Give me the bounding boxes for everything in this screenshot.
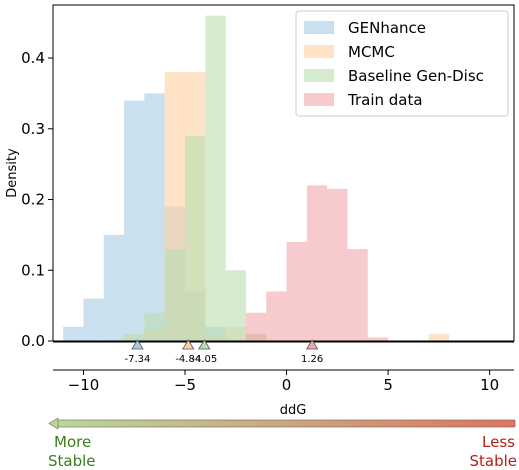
legend-label: MCMC [348, 43, 395, 61]
bar-train-data-0 [245, 312, 267, 341]
y-axis-title: Density [5, 148, 20, 198]
mean-marker-triangle [131, 339, 144, 350]
bar-genhance-2 [103, 234, 125, 341]
y-tick-label: 0.1 [21, 261, 45, 279]
mean-marker-triangle [182, 339, 195, 350]
legend-swatch [304, 45, 334, 58]
bar-baseline-gen-disc-2 [164, 249, 186, 341]
x-axis: −10 −5 0 5 10 [53, 369, 514, 394]
mean-marker-label: -4.84 [175, 354, 201, 365]
bar-baseline-gen-disc-0 [124, 333, 145, 341]
legend-label: Train data [347, 91, 423, 109]
mean-marker-label: -4.05 [191, 354, 217, 365]
bar-train-data-1 [266, 291, 287, 341]
bar-train-data-4 [327, 188, 348, 341]
y-tick-label: 0.2 [21, 191, 45, 209]
x-tick-label: −10 [68, 376, 100, 394]
x-tick-label: −5 [174, 376, 196, 394]
bar-genhance-1 [83, 298, 104, 341]
legend-label: GENhance [348, 19, 426, 37]
bar-genhance-3 [124, 100, 145, 341]
mean-marker-label: -7.34 [125, 354, 151, 365]
bar-baseline-gen-disc-1 [144, 312, 165, 341]
x-axis-title: ddG [280, 403, 307, 418]
mean-marker-label: 1.26 [301, 354, 323, 365]
bar-train-data-6 [367, 337, 389, 341]
less-stable-label-line1: Less [482, 433, 515, 451]
bar-train-data-5 [347, 249, 368, 341]
stability-arrow-head [48, 417, 59, 430]
legend-swatch [304, 93, 334, 106]
stability-arrow [48, 417, 516, 430]
legend-box [295, 10, 509, 117]
mean-markers: -7.34 -4.84-4.05 1.26 [125, 339, 323, 365]
y-tick-label: 0.0 [21, 332, 45, 350]
legend: GENhance MCMC Baseline Gen-Disc Train data [295, 10, 509, 117]
legend-label: Baseline Gen-Disc [348, 67, 484, 85]
x-tick-label: 5 [383, 376, 393, 394]
plot-frame [52, 4, 515, 342]
mean-marker-triangle [305, 339, 319, 350]
legend-swatch [304, 21, 334, 34]
bar-train-data-3 [306, 185, 328, 341]
bar-train-data-2 [286, 241, 307, 341]
bar-genhance-0 [63, 326, 84, 341]
y-axis: 0.0 0.1 0.2 0.3 0.4 [21, 49, 53, 350]
bar-baseline-gen-disc-5 [225, 270, 246, 341]
bar-baseline-gen-disc-4 [205, 15, 226, 341]
bar-baseline-gen-disc-3 [185, 135, 206, 341]
bar-genhance-4 [144, 93, 165, 341]
y-tick-label: 0.4 [21, 49, 45, 67]
stability-arrow-shaft [56, 419, 516, 428]
bars-layer [63, 15, 450, 341]
x-tick-label: 10 [480, 376, 499, 394]
more-stable-label-line1: More [54, 433, 91, 451]
legend-swatch [304, 69, 334, 82]
y-tick-label: 0.3 [21, 120, 45, 138]
bar-mcmc-6 [428, 333, 450, 341]
more-stable-label-line2: Stable [48, 452, 96, 470]
x-tick-label: 0 [282, 376, 292, 394]
less-stable-label-line2: Stable [469, 452, 517, 470]
mean-marker-triangle [198, 339, 211, 350]
